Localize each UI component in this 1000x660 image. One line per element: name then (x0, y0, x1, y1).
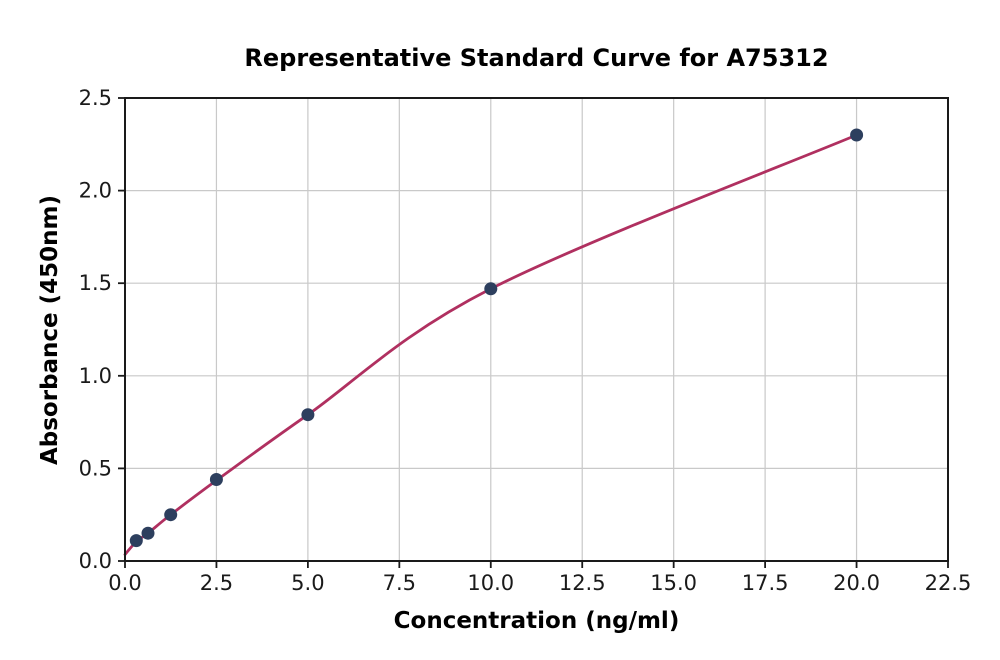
x-tick-label: 12.5 (559, 571, 606, 595)
data-point-marker (209, 473, 223, 486)
x-tick-label: 7.5 (383, 571, 416, 595)
y-tick-label: 0.5 (79, 456, 112, 480)
x-tick-label: 0.0 (108, 571, 141, 595)
data-point-marker (301, 408, 315, 422)
x-tick-label: 15.0 (650, 571, 697, 595)
plot-frame (124, 97, 949, 562)
tick-label-layer: 0.0 2.5 5.0 7.5 10.0 12.5 15.0 17.5 20.0 22.5 0.0 0… (79, 86, 972, 595)
data-point-marker (484, 282, 498, 296)
y-axis-label: Absorbance (450nm) (37, 195, 63, 465)
y-tick-label: 2.0 (79, 179, 112, 203)
data-point-marker (164, 508, 178, 522)
x-tick-label: 5.0 (291, 571, 324, 595)
y-tick-label: 1.0 (79, 364, 112, 388)
y-tick-label: 0.0 (79, 549, 112, 573)
y-tick-label: 1.5 (79, 271, 112, 295)
y-tick-label: 2.5 (79, 86, 112, 110)
x-tick-label: 22.5 (925, 571, 972, 595)
x-axis-label: Concentration (ng/ml) (394, 608, 680, 634)
grid-layer (125, 98, 948, 561)
data-point-marker (141, 526, 155, 540)
x-tick-label: 20.0 (833, 571, 880, 595)
series-layer (123, 128, 864, 556)
x-tick-label: 10.0 (467, 571, 514, 595)
data-point-marker (850, 128, 864, 142)
chart-title: Representative Standard Curve for A75312 (244, 44, 828, 72)
data-point-marker (129, 534, 143, 548)
x-tick-label: 2.5 (200, 571, 233, 595)
x-tick-label: 17.5 (742, 571, 789, 595)
tick-layer (118, 97, 949, 568)
